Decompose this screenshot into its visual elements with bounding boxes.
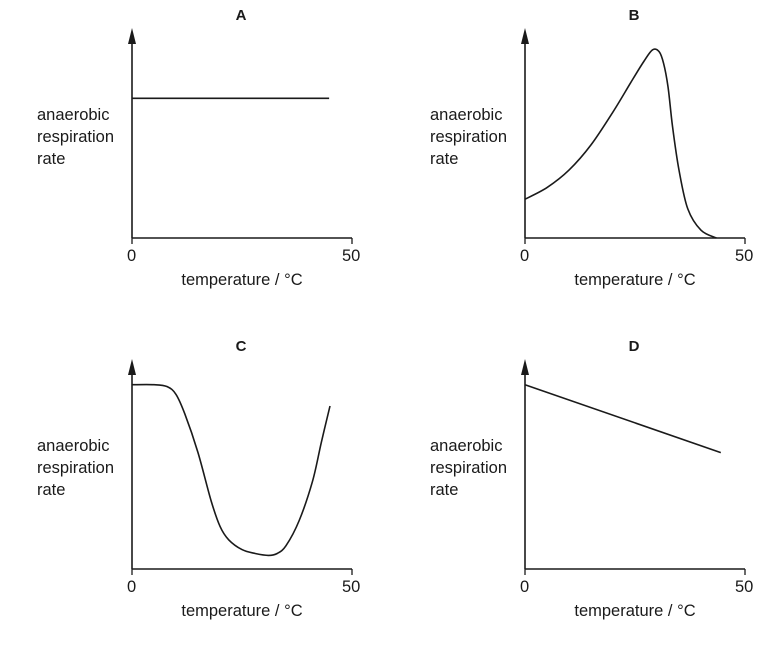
y-axis-label-line: anaerobic xyxy=(430,437,503,455)
panel-letter: C xyxy=(235,338,247,355)
figure: A anaerobic respiration rate 0 50 temper… xyxy=(0,0,767,620)
rate-curve xyxy=(524,383,722,454)
x-tick-label-min: 0 xyxy=(127,247,137,265)
x-axis-label: temperature / °C xyxy=(181,602,303,620)
y-axis-label-line: rate xyxy=(37,481,66,499)
x-tick-label-max: 50 xyxy=(342,578,361,596)
y-axis-arrow xyxy=(521,359,529,375)
y-axis-label-line: respiration xyxy=(37,459,115,477)
y-axis-label-line: rate xyxy=(430,150,459,168)
y-axis-label-line: rate xyxy=(430,481,459,499)
y-axis-label: anaerobic respiration rate xyxy=(37,435,132,501)
y-axis-arrow xyxy=(128,28,136,44)
plot-area xyxy=(128,28,353,244)
rate-curve xyxy=(131,383,331,557)
panel-letter: A xyxy=(235,7,247,24)
plot-area xyxy=(521,28,746,244)
graph-panel-a: A anaerobic respiration rate 0 50 temper… xyxy=(0,0,383,316)
y-axis-label-line: respiration xyxy=(37,128,115,146)
y-axis-label-line: respiration xyxy=(430,128,508,146)
graph-panel-b: B anaerobic respiration rate 0 50 temper… xyxy=(393,0,767,316)
graph-panel-d: D anaerobic respiration rate 0 50 temper… xyxy=(393,331,767,647)
y-axis-label-line: anaerobic xyxy=(37,437,110,455)
y-axis-label-line: anaerobic xyxy=(37,106,110,124)
graph-panel-c: C anaerobic respiration rate 0 50 temper… xyxy=(0,331,383,647)
x-tick-label-max: 50 xyxy=(735,247,754,265)
panel-letter: B xyxy=(628,7,640,24)
x-tick-label-min: 0 xyxy=(520,247,530,265)
x-tick-label-min: 0 xyxy=(520,578,530,596)
rate-curve xyxy=(524,48,717,239)
x-axis-label: temperature / °C xyxy=(574,271,696,289)
x-tick-label-max: 50 xyxy=(342,247,361,265)
y-axis-label-line: anaerobic xyxy=(430,106,503,124)
y-axis-label-line: rate xyxy=(37,150,66,168)
x-axis-label: temperature / °C xyxy=(181,271,303,289)
y-axis-label-line: respiration xyxy=(430,459,508,477)
panel-letter: D xyxy=(628,338,640,355)
y-axis-label: anaerobic respiration rate xyxy=(430,435,525,501)
x-tick-label-max: 50 xyxy=(735,578,754,596)
plot-area xyxy=(521,359,746,575)
y-axis-label: anaerobic respiration rate xyxy=(430,104,525,170)
y-axis-arrow xyxy=(521,28,529,44)
y-axis-label: anaerobic respiration rate xyxy=(37,104,132,170)
y-axis-arrow xyxy=(128,359,136,375)
x-tick-label-min: 0 xyxy=(127,578,137,596)
x-axis-label: temperature / °C xyxy=(574,602,696,620)
plot-area xyxy=(128,359,353,575)
